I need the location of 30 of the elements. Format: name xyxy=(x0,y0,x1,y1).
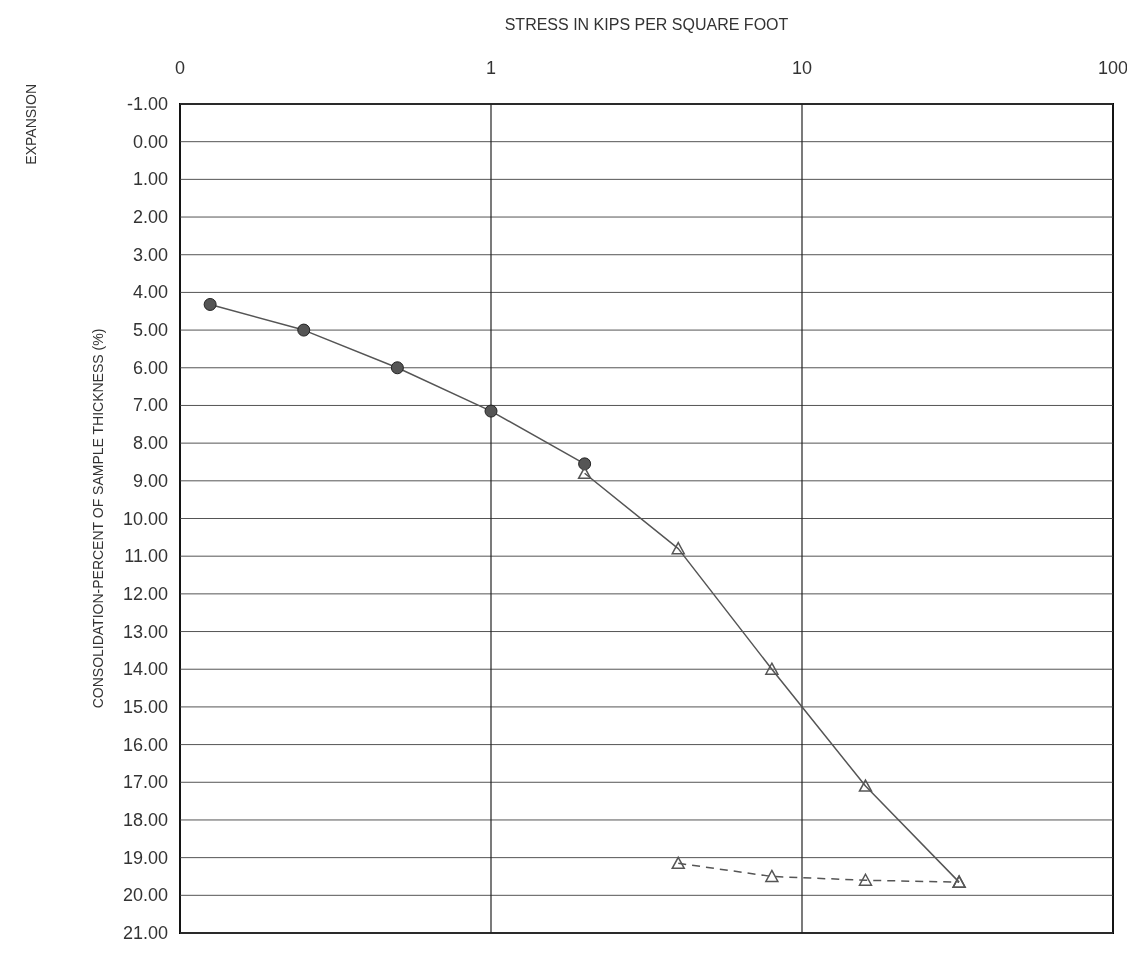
x-tick-label: 100 xyxy=(1097,58,1129,78)
y-tick-label: 21.00 xyxy=(122,923,168,943)
text: EXPANSION xyxy=(23,84,39,165)
y-tick-label: 10.00 xyxy=(122,508,168,529)
y-tick-label: 1.00 xyxy=(132,169,168,190)
y-tick-label: 14.00 xyxy=(122,659,168,680)
y-tick-label: 20.00 xyxy=(122,885,168,906)
y-tick-label: 5.00 xyxy=(132,320,168,341)
y-tick-label: 3.00 xyxy=(132,244,168,265)
y-tick-label: 19.00 xyxy=(122,847,168,868)
y-tick-label: 2.00 xyxy=(132,207,168,228)
y-tick-label: 17.00 xyxy=(122,772,168,793)
y-tick-label: 8.00 xyxy=(132,433,168,454)
x-tick-label: 10 xyxy=(791,58,813,78)
y-tick-label: 6.00 xyxy=(132,357,168,378)
y-tick-label: 0.00 xyxy=(132,131,168,152)
y-tick-label: 12.00 xyxy=(122,583,168,604)
y-tick-label: 13.00 xyxy=(122,621,168,642)
y-tick-label: 18.00 xyxy=(122,809,168,830)
y-tick-label: 9.00 xyxy=(132,470,168,491)
y-tick-label: 4.00 xyxy=(132,282,168,303)
x-axis-title: STRESS IN KIPS PER SQUARE FOOT xyxy=(504,16,789,33)
y-tick-label: 16.00 xyxy=(122,734,168,755)
y-tick-label: 15.00 xyxy=(122,696,168,717)
x-tick-label: 1 xyxy=(485,58,497,78)
x-tick-label: 0 xyxy=(174,58,186,78)
y-axis-title: CONSOLIDATION-PERCENT OF SAMPLE THICKNESS (%) xyxy=(90,328,106,709)
y-tick-label: 11.00 xyxy=(124,546,168,567)
y-tick-label: -1.00 xyxy=(126,94,168,114)
y-tick-label: 7.00 xyxy=(132,395,168,416)
